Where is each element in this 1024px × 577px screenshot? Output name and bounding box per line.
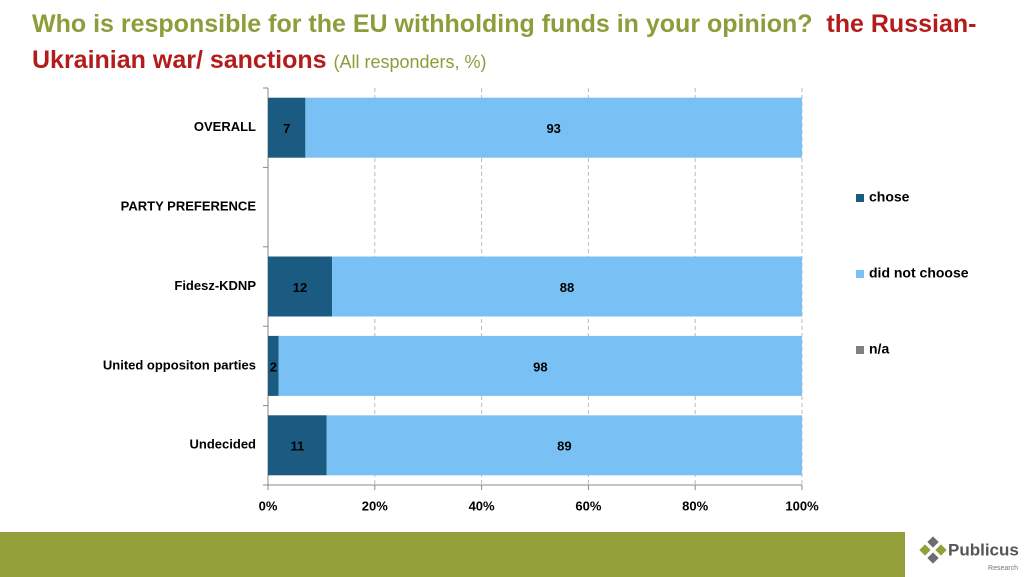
legend-swatch bbox=[856, 346, 864, 354]
y-tick-label: PARTY PREFERENCE bbox=[121, 199, 257, 214]
subtitle: (All responders, %) bbox=[333, 52, 487, 72]
title-block: Who is responsible for the EU withholdin… bbox=[32, 6, 992, 80]
x-tick-label: 60% bbox=[575, 498, 601, 513]
y-tick-label: OVERALL bbox=[194, 119, 256, 134]
bar-segment bbox=[268, 256, 333, 317]
legend-label: did not choose bbox=[869, 265, 969, 281]
footer-bar bbox=[0, 532, 905, 577]
bar-segment bbox=[268, 335, 279, 396]
title: Who is responsible for the EU withholdin… bbox=[32, 10, 813, 38]
x-tick-label: 40% bbox=[469, 498, 495, 513]
legend-swatch bbox=[856, 194, 864, 202]
logo-text: Publicus bbox=[948, 540, 1019, 559]
data-label: 11 bbox=[290, 439, 304, 454]
bar-segment bbox=[326, 415, 802, 476]
x-tick-label: 80% bbox=[682, 498, 708, 513]
data-label: 93 bbox=[546, 121, 560, 136]
title-highlight: the Russian- Ukrainian war/ sanctions bbox=[32, 10, 977, 74]
y-tick-label: Undecided bbox=[190, 437, 257, 452]
y-tick-label: United oppositon parties bbox=[103, 357, 256, 372]
data-label: 98 bbox=[533, 359, 547, 374]
legend-label: chose bbox=[869, 189, 910, 205]
data-label: 88 bbox=[560, 280, 574, 295]
data-label: 7 bbox=[283, 121, 290, 136]
data-label: 89 bbox=[557, 439, 571, 454]
bar-segment bbox=[268, 415, 327, 476]
x-tick-label: 100% bbox=[785, 498, 819, 513]
bar-segment bbox=[305, 97, 802, 158]
y-tick-label: Fidesz-KDNP bbox=[174, 278, 256, 293]
legend-swatch bbox=[856, 270, 864, 278]
logo-icon bbox=[919, 536, 947, 564]
data-label: 2 bbox=[270, 359, 277, 374]
bar-segment bbox=[332, 256, 802, 317]
x-tick-label: 0% bbox=[259, 498, 278, 513]
logo-subtext: Research bbox=[988, 565, 1018, 572]
x-tick-label: 20% bbox=[362, 498, 388, 513]
legend-label: n/a bbox=[869, 341, 889, 357]
bar-segment bbox=[268, 97, 306, 158]
data-label: 12 bbox=[293, 280, 307, 295]
bar-segment bbox=[278, 335, 802, 396]
